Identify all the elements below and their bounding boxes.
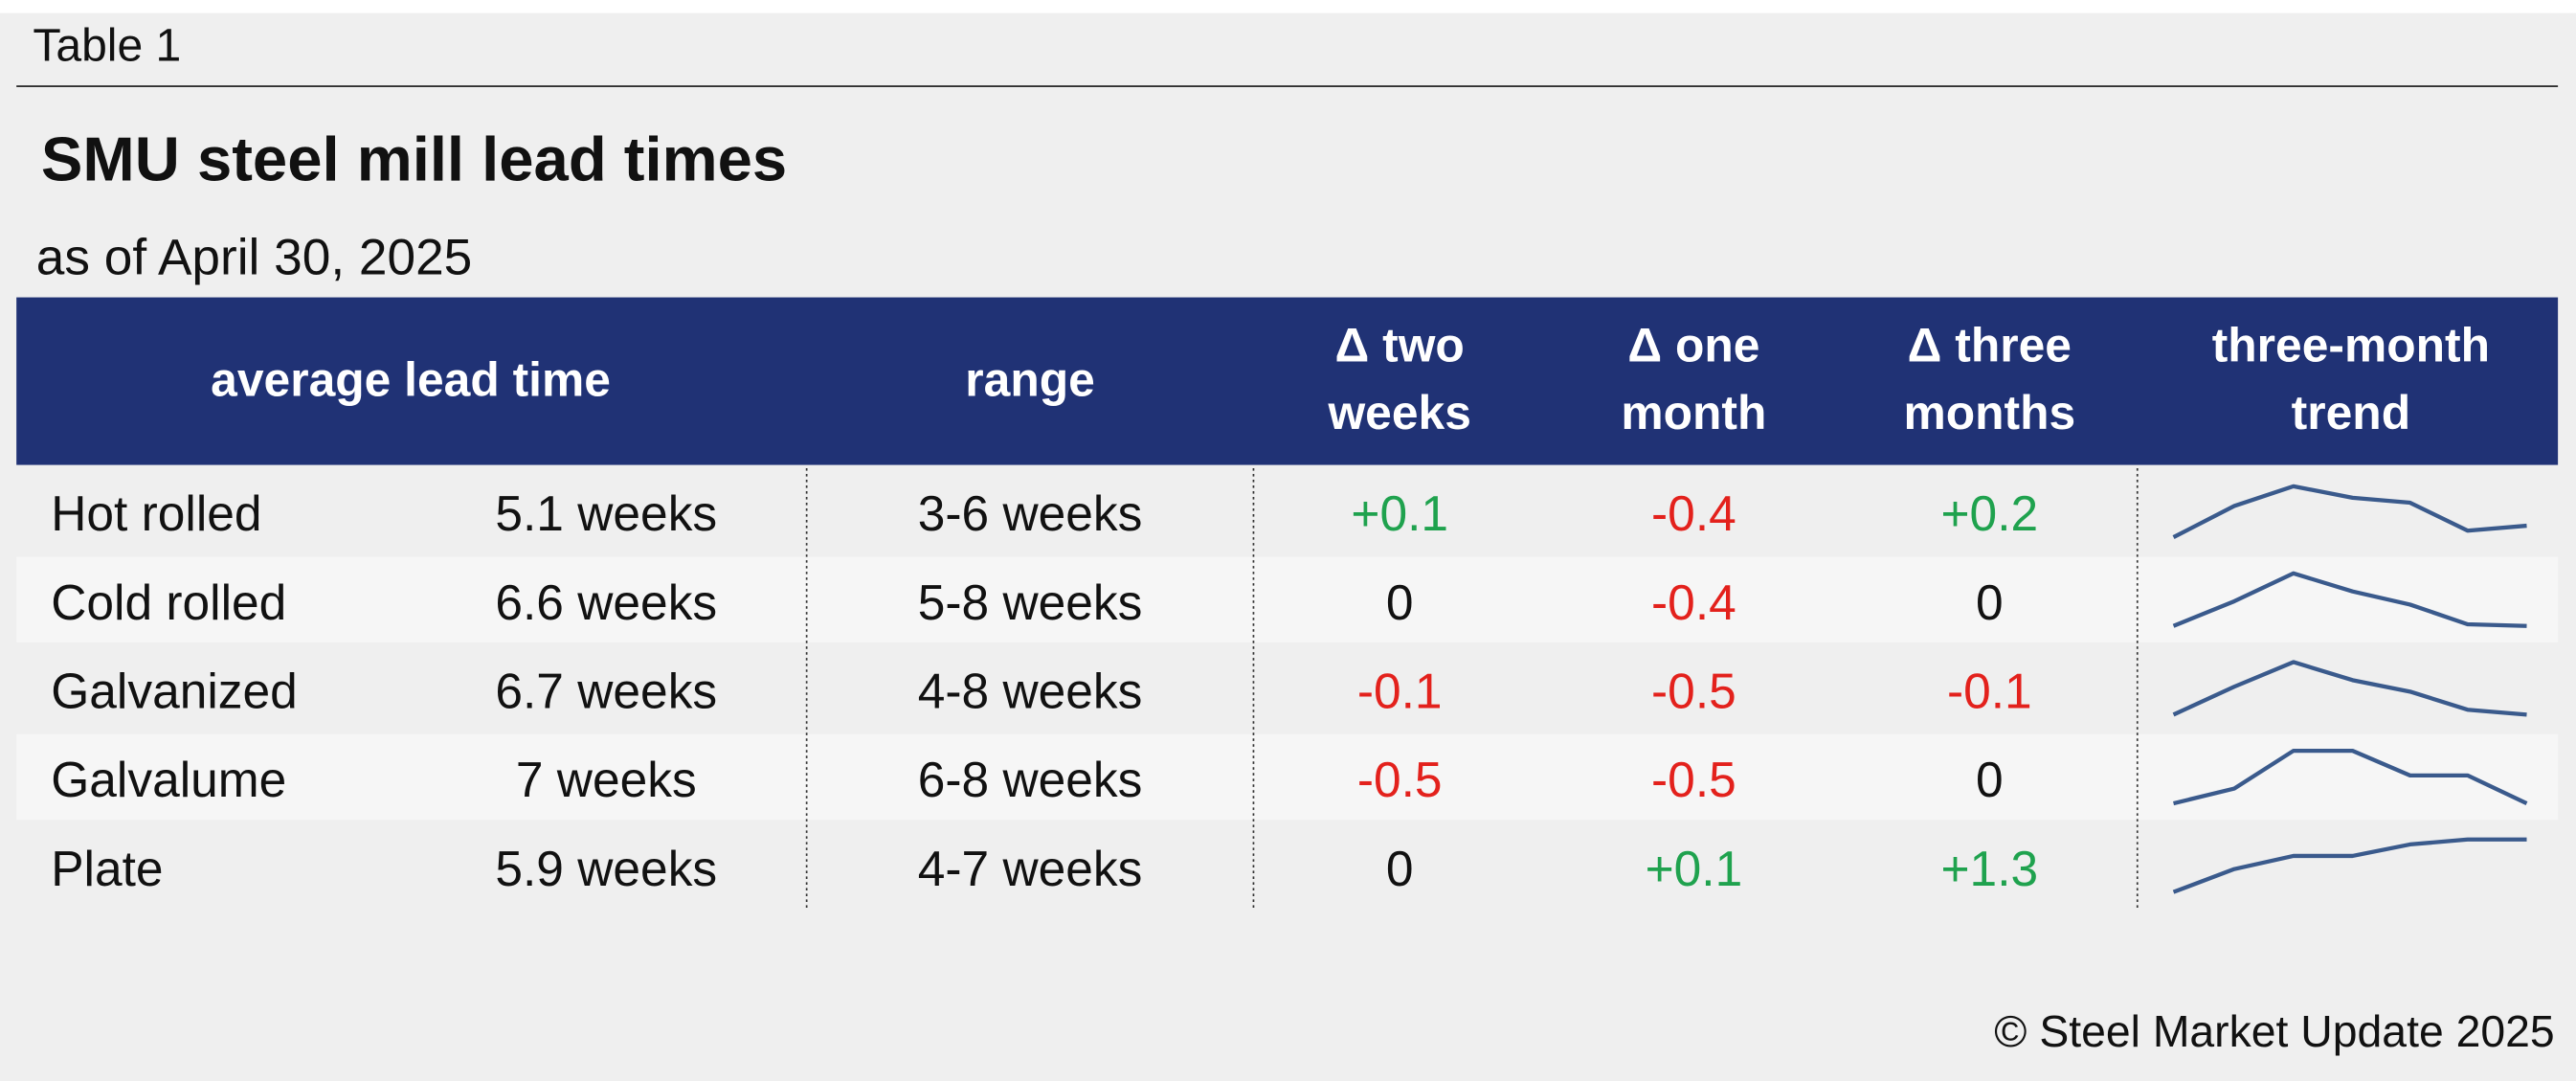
sparkline [2172, 484, 2527, 539]
row-stripe [16, 556, 2559, 642]
change-one-month: -0.4 [1651, 487, 1736, 543]
average-lead-time: 5.1 weeks [495, 487, 718, 543]
sparkline [2172, 571, 2527, 628]
product-name: Galvanized [51, 664, 298, 720]
range: 4-7 weeks [917, 843, 1143, 897]
change-two-weeks: 0 [1385, 843, 1414, 897]
header-cell: range [965, 353, 1095, 407]
average-lead-time: 5.9 weeks [495, 843, 718, 897]
row-stripe [16, 733, 2559, 821]
product-name: Hot rolled [51, 487, 262, 543]
rule [16, 85, 2559, 87]
sparkline [2172, 837, 2527, 894]
change-two-weeks: -0.5 [1356, 754, 1443, 809]
change-two-weeks: +0.1 [1351, 487, 1449, 543]
title: SMU steel mill lead times [40, 126, 788, 196]
footer: © Steel Market Update 2025 [1994, 1006, 2555, 1057]
change-three-months: 0 [1975, 754, 2004, 809]
average-lead-time: 7 weeks [515, 754, 697, 809]
change-one-month: -0.5 [1651, 754, 1736, 809]
product-name: Plate [51, 843, 164, 897]
change-two-weeks: 0 [1385, 576, 1414, 631]
header-cell: three-month trend [2211, 320, 2491, 440]
range: 4-8 weeks [917, 664, 1143, 720]
header-cell: Δ one month [1621, 320, 1767, 440]
change-one-month: -0.5 [1651, 664, 1736, 720]
average-lead-time: 6.6 weeks [495, 576, 718, 631]
change-three-months: 0 [1975, 576, 2004, 631]
product-name: Cold rolled [51, 576, 287, 631]
range: 6-8 weeks [917, 754, 1143, 809]
product-name: Galvalume [51, 754, 287, 809]
range: 3-6 weeks [917, 487, 1143, 543]
sparkline [2173, 748, 2528, 806]
sparklines [2172, 484, 2528, 894]
change-three-months: -0.1 [1946, 664, 2032, 720]
header-cell: Δ two weeks [1328, 320, 1471, 440]
subtitle: as of April 30, 2025 [35, 228, 473, 286]
header-band [16, 297, 2559, 465]
change-one-month: -0.4 [1651, 576, 1736, 631]
header-cell: Δ three months [1903, 320, 2076, 440]
background [0, 12, 2576, 1081]
table-label: Table 1 [33, 19, 182, 71]
sparkline [2172, 660, 2527, 717]
change-three-months: +1.3 [1940, 843, 2039, 897]
change-three-months: +0.2 [1940, 487, 2039, 543]
change-one-month: +0.1 [1645, 843, 1743, 897]
average-lead-time: 6.7 weeks [495, 664, 718, 720]
header-cell: average lead time [211, 353, 611, 407]
change-two-weeks: -0.1 [1356, 664, 1443, 720]
dividers [805, 468, 2139, 909]
range: 5-8 weeks [917, 576, 1143, 631]
